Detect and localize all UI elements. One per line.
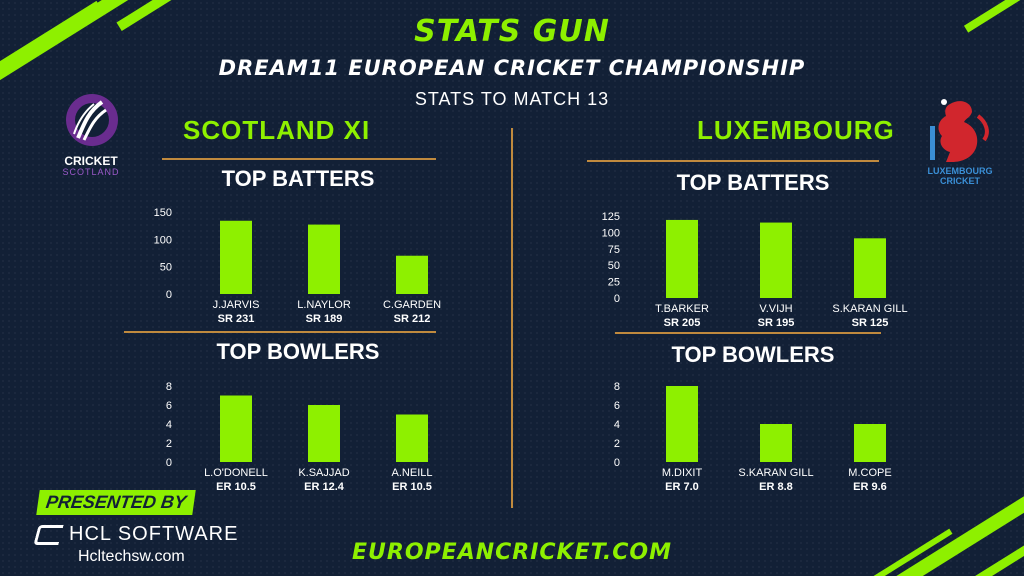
y-tick-label: 50 (608, 260, 620, 272)
bar (666, 386, 698, 462)
y-tick-label: 4 (614, 419, 620, 431)
page-subtitle: STATS TO MATCH 13 (414, 89, 610, 109)
bar (854, 238, 886, 298)
divider-rule (124, 331, 436, 333)
y-tick-label: 8 (614, 381, 620, 393)
section-title-bowlers: TOP BOWLERS (671, 342, 835, 367)
championship-title: DREAM11 EUROPEAN CRICKET CHAMPIONSHIP (218, 56, 806, 80)
stat-sublabel: SR 212 (394, 313, 431, 325)
y-tick-label: 0 (614, 293, 620, 305)
divider-rule (615, 332, 881, 334)
x-tick-label: T.BARKER (655, 303, 709, 315)
y-tick-label: 25 (608, 277, 620, 289)
stat-sublabel: ER 12.4 (304, 481, 345, 493)
x-tick-label: L.NAYLOR (297, 299, 351, 311)
y-tick-label: 0 (166, 289, 172, 301)
section-title-bowlers: TOP BOWLERS (216, 339, 380, 364)
stat-sublabel: ER 10.5 (392, 481, 432, 493)
logo-text-scotland: SCOTLAND (62, 167, 120, 177)
x-tick-label: M.COPE (848, 467, 891, 479)
bar (396, 255, 428, 294)
website-link[interactable]: EUROPEANCRICKET.COM (352, 540, 672, 565)
x-tick-label: A.NEILL (392, 467, 433, 479)
luxembourg-cricket-logo: LUXEMBOURG CRICKET (920, 96, 1000, 188)
stat-sublabel: SR 189 (306, 313, 343, 325)
bar (760, 222, 792, 298)
lion-icon (930, 99, 989, 162)
x-tick-label: L.O'DONELL (204, 467, 268, 479)
sponsor-name: HCL SOFTWARE (33, 523, 239, 546)
stat-sublabel: SR 205 (664, 317, 701, 329)
y-tick-label: 2 (166, 438, 172, 450)
center-divider (511, 128, 513, 508)
y-tick-label: 125 (602, 211, 620, 223)
y-tick-label: 0 (614, 457, 620, 469)
y-tick-label: 8 (166, 381, 172, 393)
bar (666, 219, 698, 298)
team-name-right: LUXEMBOURG (697, 115, 895, 145)
y-tick-label: 2 (614, 438, 620, 450)
luxembourg-batters-chart: 0 25 50 75 100 125 T.BARKER SR 205 V.VIJH SR 195 S… (602, 211, 908, 329)
stat-sublabel: ER 8.8 (759, 481, 793, 493)
stat-sublabel: SR 195 (758, 317, 795, 329)
bar (396, 414, 428, 462)
section-title-batters: TOP BATTERS (676, 170, 830, 195)
presented-by-badge: PRESENTED BY (36, 490, 196, 515)
luxembourg-bowlers-chart: 0 2 4 6 8 M.DIXIT ER 7.0 S.KARAN GILL ER 8.8 M.CO… (614, 381, 892, 493)
y-tick-label: 6 (166, 400, 172, 412)
logo-text-luxembourg: LUXEMBOURG (927, 166, 993, 176)
bar (854, 424, 886, 462)
x-tick-label: C.GARDEN (383, 299, 441, 311)
stat-sublabel: ER 7.0 (665, 481, 699, 493)
divider-rule (587, 160, 879, 162)
bar (308, 405, 340, 462)
x-tick-label: J.JARVIS (213, 299, 260, 311)
thistle-icon (66, 94, 118, 146)
stat-sublabel: ER 9.6 (853, 481, 887, 493)
x-tick-label: V.VIJH (759, 303, 792, 315)
divider-rule (162, 158, 436, 160)
y-tick-label: 4 (166, 419, 172, 431)
stat-sublabel: ER 10.5 (216, 481, 256, 493)
y-tick-label: 6 (614, 400, 620, 412)
cricket-scotland-logo: CRICKET SCOTLAND (58, 90, 124, 180)
y-tick-label: 75 (608, 244, 620, 256)
section-title-batters: TOP BATTERS (221, 166, 375, 191)
bar (220, 395, 252, 462)
scotland-batters-chart: 0 50 100 150 J.JARVIS SR 231 L.NAYLOR SR 189 C.G… (154, 207, 441, 325)
scotland-bowlers-chart: 0 2 4 6 8 L.O'DONELL ER 10.5 K.SAJJAD ER 12.4 A.N… (166, 381, 433, 493)
y-tick-label: 150 (154, 207, 172, 219)
logo-text-cricket: CRICKET (940, 176, 980, 186)
sponsor-url[interactable]: Hcltechsw.com (78, 548, 185, 565)
bar (308, 224, 340, 294)
x-tick-label: K.SAJJAD (298, 467, 349, 479)
stat-sublabel: SR 125 (852, 317, 889, 329)
x-tick-label: M.DIXIT (662, 467, 703, 479)
stat-sublabel: SR 231 (218, 313, 255, 325)
brand-title: STATS GUN (414, 14, 610, 49)
sponsor-label: HCL SOFTWARE (69, 523, 239, 545)
y-tick-label: 100 (602, 227, 620, 239)
bar (220, 220, 252, 294)
y-tick-label: 50 (160, 262, 172, 274)
team-name-left: SCOTLAND XI (183, 115, 371, 145)
logo-text-cricket: CRICKET (64, 154, 118, 168)
bar (760, 424, 792, 462)
x-tick-label: S.KARAN GILL (832, 303, 907, 315)
y-tick-label: 0 (166, 457, 172, 469)
x-tick-label: S.KARAN GILL (738, 467, 813, 479)
y-tick-label: 100 (154, 234, 172, 246)
